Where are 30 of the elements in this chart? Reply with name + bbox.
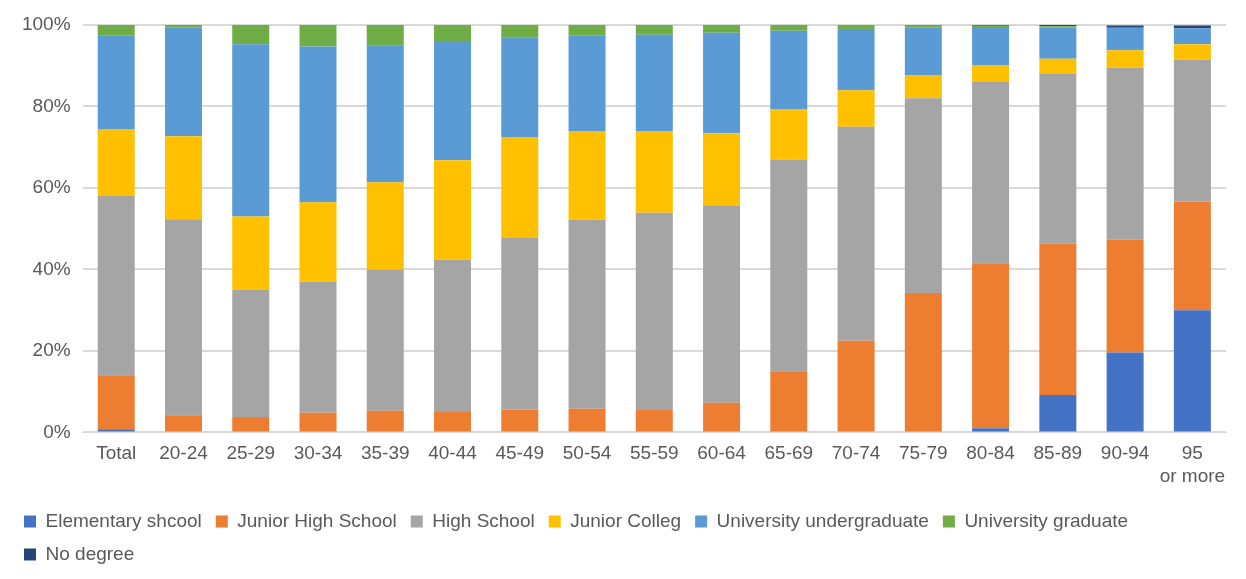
legend-label: Junior Colleg (570, 509, 682, 531)
legend-label: No degree (45, 542, 135, 564)
x-tick-label: 75-79 (899, 442, 948, 464)
x-tick-label: 80-84 (966, 442, 1016, 464)
x-tick-label: Total (96, 442, 137, 464)
x-tick-label: 60-64 (697, 442, 747, 464)
legend-label: University undergraduate (716, 509, 929, 531)
x-tick-label: 70-74 (831, 442, 881, 464)
legend-label: University graduate (964, 509, 1129, 531)
x-tick-label: 90-94 (1100, 442, 1150, 464)
y-tick-label: 60% (32, 176, 71, 198)
x-tick-label: 50-54 (562, 442, 612, 464)
x-tick-label: 40-44 (428, 442, 478, 464)
x-tick-label: 45-49 (495, 442, 545, 464)
legend-label: High School (432, 509, 535, 531)
x-tick-label: 95 or more (1159, 442, 1226, 486)
y-tick-label: 20% (32, 339, 71, 361)
y-tick-label: 40% (32, 257, 71, 279)
y-tick-label: 100% (21, 13, 71, 35)
x-tick-label: 85-89 (1033, 442, 1083, 464)
x-tick-label: 25-29 (226, 442, 276, 464)
legend-label: Elementary shcool (45, 509, 202, 531)
x-tick-label: 35-39 (360, 442, 410, 464)
x-tick-label: 65-69 (764, 442, 814, 464)
x-tick-label: 30-34 (293, 442, 343, 464)
y-tick-label: 0% (43, 420, 71, 442)
legend-label: Junior High School (237, 509, 397, 531)
y-tick-label: 80% (32, 94, 71, 116)
x-tick-label: 20-24 (159, 442, 209, 464)
x-tick-label: 55-59 (629, 442, 679, 464)
